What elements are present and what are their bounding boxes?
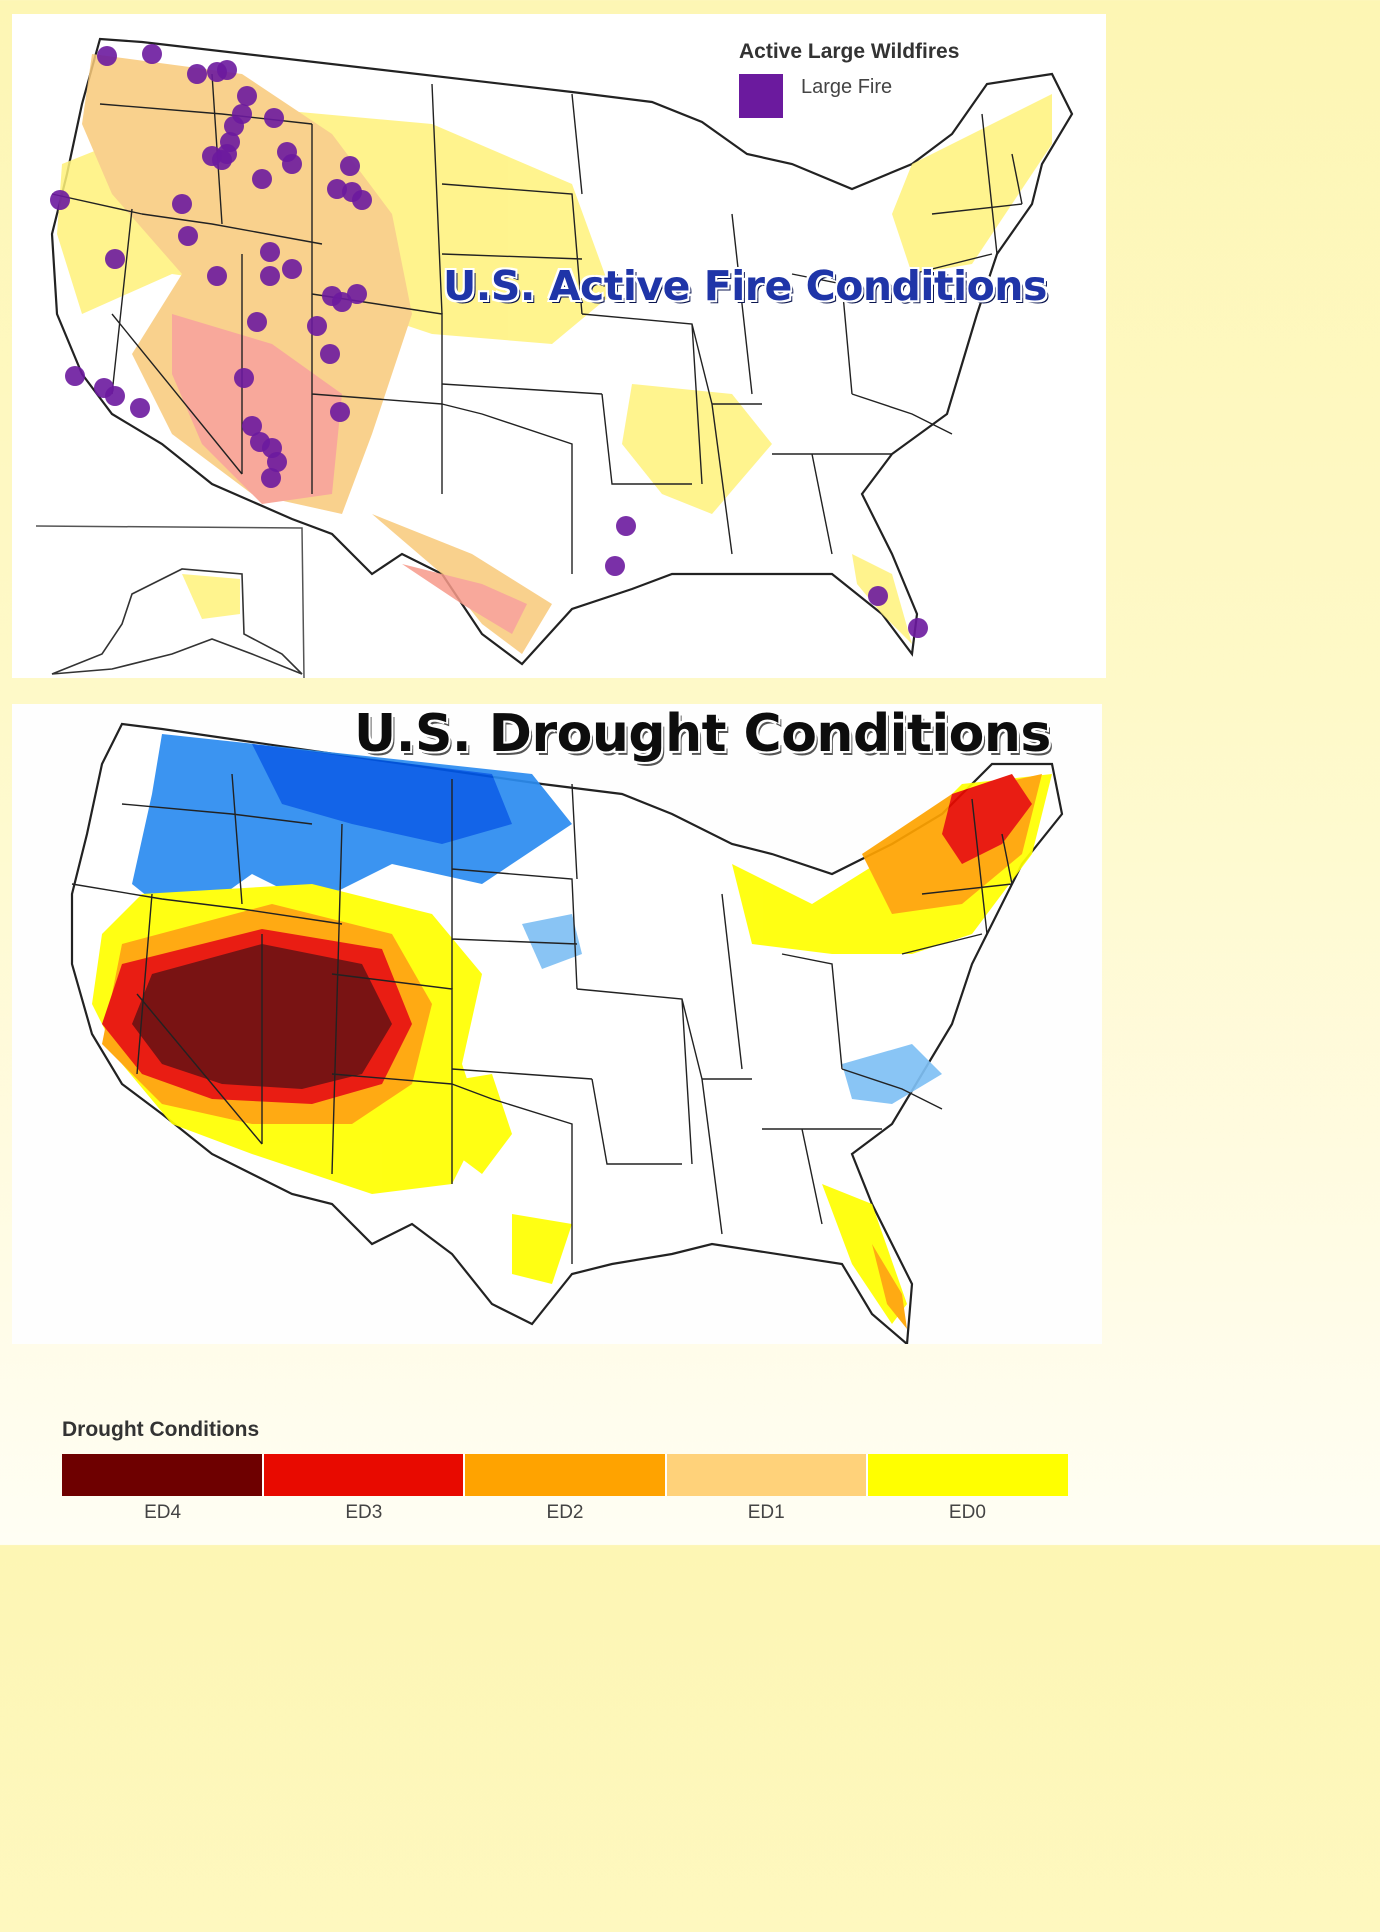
drought-legend: Drought Conditions ED4 ED3 ED2 ED1 ED0 [62, 1418, 1068, 1524]
drought-legend-labels: ED4 ED3 ED2 ED1 ED0 [62, 1502, 1068, 1524]
fire-legend: Active Large Wildfires Large Fire [739, 40, 959, 118]
legend-label-ed3: ED3 [345, 1502, 383, 1523]
legend-label-ed1: ED1 [747, 1502, 785, 1523]
very-high-danger-texas [402, 564, 527, 634]
wet-area-plains [522, 914, 582, 969]
large-fire-marker [261, 468, 281, 488]
large-fire-marker [267, 452, 287, 472]
large-fire-marker [332, 292, 352, 312]
drought-legend-title: Drought Conditions [62, 1418, 260, 1441]
state-boundaries [71, 773, 1013, 1264]
large-fire-marker [50, 190, 70, 210]
large-fire-marker [908, 618, 928, 638]
state-boundaries [51, 73, 1023, 574]
ed2-area-florida [872, 1244, 907, 1329]
large-fire-marker [260, 242, 280, 262]
large-fire-marker [242, 416, 262, 436]
legend-label-ed0: ED0 [948, 1502, 986, 1523]
large-fire-marker [217, 60, 237, 80]
large-fire-marker [260, 266, 280, 286]
large-fire-marker [320, 344, 340, 364]
large-fire-marker [237, 86, 257, 106]
large-fire-marker [187, 64, 207, 84]
fire-map-panel: Active Large Wildfires Large Fire [12, 14, 1106, 678]
large-fire-marker [605, 556, 625, 576]
legend-swatch-ed2 [465, 1454, 667, 1496]
large-fire-marker [282, 154, 302, 174]
large-fire-marker [330, 402, 350, 422]
large-fire-marker [616, 516, 636, 536]
large-fire-marker [247, 312, 267, 332]
large-fire-marker [178, 226, 198, 246]
moderate-danger-northeast [892, 94, 1052, 274]
wet-area-carolinas [842, 1044, 942, 1104]
large-fire-marker [224, 116, 244, 136]
legend-swatch-ed1 [666, 1454, 869, 1496]
alaska-inset [35, 525, 305, 678]
large-fire-marker [142, 44, 162, 64]
legend-swatch-ed0 [868, 1454, 1068, 1496]
large-fire-marker [347, 284, 367, 304]
large-fire-marker [252, 169, 272, 189]
large-fire-marker [130, 398, 150, 418]
moderate-danger-southeast [622, 384, 772, 514]
large-fire-marker [65, 366, 85, 386]
very-high-danger-area [172, 314, 342, 504]
large-fire-marker [234, 368, 254, 388]
legend-swatch-ed4 [62, 1454, 264, 1496]
large-fire-marker [105, 249, 125, 269]
large-fire-marker [868, 586, 888, 606]
large-fire-marker [207, 266, 227, 286]
wet-area-north-core [252, 744, 512, 844]
large-fire-marker [172, 194, 192, 214]
legend-label-ed4: ED4 [144, 1502, 182, 1523]
drought-map-panel [12, 704, 1102, 1344]
fire-legend-title: Active Large Wildfires [739, 40, 960, 63]
fire-legend-item: Large Fire [739, 74, 959, 118]
alaska-outline [51, 568, 303, 675]
large-fire-markers [50, 44, 928, 638]
large-fire-marker [97, 46, 117, 66]
large-fire-marker [212, 150, 232, 170]
ed3-area-new-england [942, 774, 1032, 864]
legend-label-ed2: ED2 [546, 1502, 584, 1523]
legend-swatch-ed3 [263, 1454, 466, 1496]
ed0-area-gulf-coast [512, 1214, 572, 1284]
large-fire-marker [327, 179, 347, 199]
drought-conditions-map [70, 722, 1064, 1344]
drought-legend-bar [62, 1454, 1068, 1496]
large-fire-marker [105, 386, 125, 406]
fire-legend-label: Large Fire [801, 75, 893, 98]
large-fire-swatch [739, 74, 783, 118]
fire-conditions-map [35, 37, 1074, 678]
large-fire-marker [264, 108, 284, 128]
drought-map-title: U.S. Drought Conditions [354, 704, 1051, 764]
fire-danger-shading [57, 54, 1052, 654]
large-fire-marker [307, 316, 327, 336]
large-fire-marker [340, 156, 360, 176]
large-fire-marker [282, 259, 302, 279]
fire-map-title: U.S. Active Fire Conditions [443, 262, 1047, 310]
large-fire-marker [352, 190, 372, 210]
